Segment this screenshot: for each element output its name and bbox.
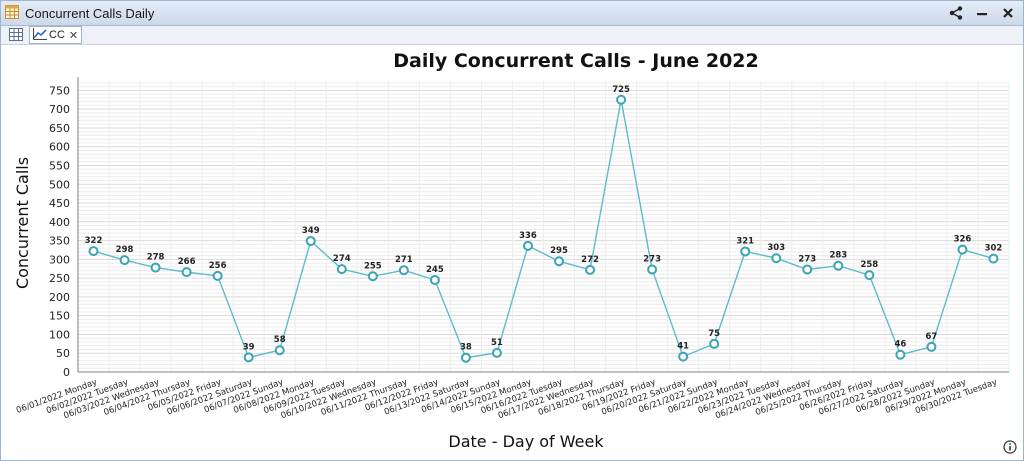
data-point <box>833 260 844 271</box>
y-tick-label: 650 <box>49 122 70 135</box>
data-point <box>367 271 378 282</box>
data-label: 51 <box>491 338 503 348</box>
data-point <box>709 338 720 349</box>
data-point <box>988 253 999 264</box>
data-label: 274 <box>333 254 351 264</box>
data-label: 75 <box>708 329 720 339</box>
y-tick-label: 500 <box>49 178 70 191</box>
data-label: 266 <box>178 257 196 267</box>
y-tick-label: 750 <box>49 84 70 97</box>
data-point <box>336 264 347 275</box>
data-point <box>926 341 937 352</box>
data-point <box>647 264 658 275</box>
table-icon <box>5 5 19 19</box>
y-tick-label: 150 <box>49 310 70 323</box>
data-label: 336 <box>519 231 537 241</box>
y-tick-label: 550 <box>49 159 70 172</box>
data-label: 273 <box>798 254 816 264</box>
data-label: 322 <box>85 236 103 246</box>
data-point <box>740 246 751 257</box>
data-point <box>460 352 471 363</box>
data-point <box>957 244 968 255</box>
line-chart: 0 50 100 150 200 250 300 350 400 450 500 550 600 650 7… <box>13 50 1010 451</box>
data-label: 283 <box>829 251 847 261</box>
y-tick-label: 350 <box>49 235 70 248</box>
tab-cc[interactable]: CC ✕ <box>29 26 83 44</box>
data-point <box>429 275 440 286</box>
data-label: 295 <box>550 246 568 256</box>
y-tick-label: 600 <box>49 141 70 154</box>
data-label: 46 <box>894 340 906 350</box>
data-label: 303 <box>767 243 785 253</box>
tab-label: CC <box>49 29 65 41</box>
data-point <box>398 265 409 276</box>
line-chart-icon <box>33 27 47 43</box>
y-tick-label: 300 <box>49 253 70 266</box>
data-point <box>150 262 161 273</box>
data-point <box>522 240 533 251</box>
chart-title: Daily Concurrent Calls - June 2022 <box>393 50 759 72</box>
share-icon[interactable] <box>947 4 965 22</box>
grid <box>77 81 1010 373</box>
data-point <box>274 345 285 356</box>
data-point <box>616 94 627 105</box>
data-point <box>678 351 689 362</box>
x-axis-label: Date - Day of Week <box>448 432 604 451</box>
data-label: 278 <box>147 253 165 263</box>
data-label: 302 <box>985 244 1003 254</box>
y-tick-label: 250 <box>49 272 70 285</box>
y-tick-label: 50 <box>56 347 70 360</box>
data-point <box>243 352 254 363</box>
title-bar: Concurrent Calls Daily <box>1 1 1023 26</box>
data-label: 67 <box>925 332 937 342</box>
close-icon[interactable] <box>999 4 1017 22</box>
grid-icon[interactable] <box>9 27 23 42</box>
data-point <box>491 347 502 358</box>
info-icon[interactable] <box>1003 440 1017 454</box>
data-label: 349 <box>302 226 320 236</box>
window-title: Concurrent Calls Daily <box>25 6 155 21</box>
series-line <box>93 99 994 359</box>
window-controls <box>947 3 1017 23</box>
y-tick-label: 200 <box>49 291 70 304</box>
tab-bar: CC ✕ <box>1 26 1023 45</box>
data-point <box>864 270 875 281</box>
data-label: 725 <box>612 85 630 95</box>
data-point <box>802 264 813 275</box>
tab-close-icon[interactable]: ✕ <box>68 29 79 42</box>
y-tick-label: 450 <box>49 197 70 210</box>
data-label: 38 <box>460 343 472 353</box>
data-point <box>554 256 565 267</box>
minimize-icon[interactable] <box>973 4 991 22</box>
data-point <box>119 255 130 266</box>
data-point <box>305 235 316 246</box>
data-point <box>88 246 99 257</box>
data-point <box>585 264 596 275</box>
data-label: 321 <box>736 236 754 246</box>
data-label: 245 <box>426 265 444 275</box>
data-label: 255 <box>364 261 382 271</box>
data-point <box>212 270 223 281</box>
data-label: 271 <box>395 255 413 265</box>
data-point <box>895 349 906 360</box>
data-label: 273 <box>643 254 661 264</box>
labels: 322 298 278 266 256 39 58 349 274 255 271 245 38 51 33… <box>85 85 1003 353</box>
data-label: 326 <box>954 235 972 245</box>
data-label: 58 <box>274 335 286 345</box>
data-point <box>771 253 782 264</box>
y-tick-label: 0 <box>63 366 70 379</box>
data-label: 39 <box>243 342 255 352</box>
y-axis-label: Concurrent Calls <box>13 157 32 289</box>
series <box>88 94 999 363</box>
data-label: 256 <box>209 261 227 271</box>
data-label: 272 <box>581 255 599 265</box>
data-label: 41 <box>677 342 689 352</box>
y-tick-label: 400 <box>49 216 70 229</box>
y-tick-label: 700 <box>49 103 70 116</box>
data-label: 298 <box>116 245 134 255</box>
y-tick-label: 100 <box>49 328 70 341</box>
data-point <box>181 267 192 278</box>
data-label: 258 <box>860 260 878 270</box>
